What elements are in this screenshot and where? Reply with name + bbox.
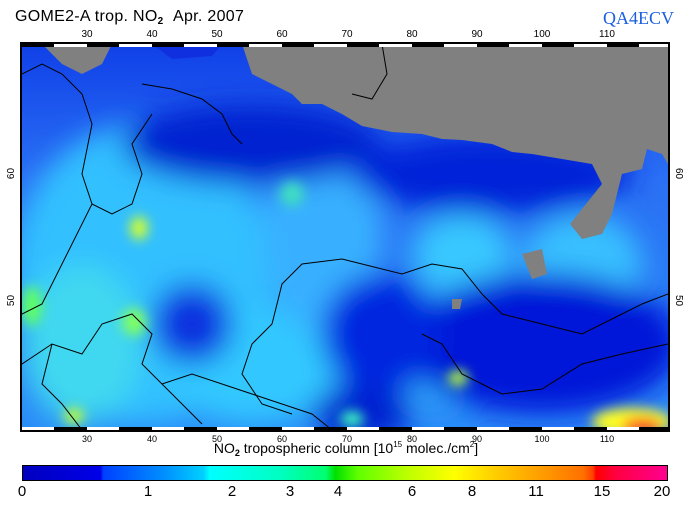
lon-tick-top-80: 80: [406, 29, 418, 40]
cb-title-end: ]: [474, 440, 479, 456]
cb-tick-1: 1: [143, 483, 153, 500]
lon-tick-bottom-60: 60: [276, 434, 288, 444]
lat-tick-right-60: 60: [673, 167, 685, 180]
cb-tick-3: 3: [285, 483, 295, 500]
brand-logo: QA4ECV: [603, 8, 674, 28]
title-date: Apr. 2007: [173, 8, 245, 25]
cb-title-mid: tropospheric column [10: [239, 440, 394, 456]
title-subscript: 2: [157, 16, 164, 27]
cb-title-no: NO: [213, 440, 235, 456]
lat-tick-right-50: 50: [673, 294, 685, 307]
lon-tick-bottom-50: 50: [211, 434, 223, 444]
colorbar: [22, 465, 668, 481]
no-data-region: [242, 44, 668, 239]
lon-tick-bottom-110: 110: [599, 434, 615, 444]
cb-title-sup: 15: [393, 440, 403, 449]
lon-tick-bottom-40: 40: [146, 434, 158, 444]
lon-tick-bottom-100: 100: [534, 434, 550, 444]
lon-tick-top-90: 90: [471, 29, 483, 40]
map-raster: [22, 44, 668, 430]
lat-tick-left-50: 50: [6, 294, 18, 307]
lon-tick-top-50: 50: [211, 29, 223, 40]
lon-tick-bottom-90: 90: [471, 434, 483, 444]
cb-tick-11: 11: [528, 483, 544, 500]
lon-tick-top-40: 40: [146, 29, 158, 40]
lon-tick-top-30: 30: [81, 29, 93, 40]
map-title: GOME2-A trop. NO2 Apr. 2007: [15, 8, 244, 27]
lon-tick-bottom-80: 80: [406, 434, 418, 444]
colorbar-title: NO2 tropospheric column [1015 molec./cm2…: [0, 440, 692, 458]
lon-tick-top-110: 110: [599, 29, 615, 40]
cb-tick-8: 8: [467, 483, 477, 500]
bottom-axis-ticks: [22, 427, 668, 430]
cb-title-unit: molec./cm: [402, 440, 470, 456]
lon-tick-bottom-70: 70: [341, 434, 353, 444]
country-borders: [22, 44, 668, 430]
lon-tick-bottom-30: 30: [81, 434, 93, 444]
cb-title-sub: 2: [234, 448, 240, 458]
cb-tick-4: 4: [333, 483, 343, 500]
no2-map: [20, 42, 670, 432]
cb-tick-6: 6: [407, 483, 417, 500]
cb-tick-20: 20: [653, 483, 671, 500]
lat-tick-left-60: 60: [6, 167, 18, 180]
cb-title-sup2: 2: [469, 440, 475, 449]
cb-tick-2: 2: [227, 483, 237, 500]
lon-tick-top-60: 60: [276, 29, 288, 40]
cb-tick-0: 0: [17, 483, 27, 500]
top-axis-ticks: [22, 44, 668, 47]
title-text: GOME2-A trop. NO: [15, 8, 158, 25]
lon-tick-top-70: 70: [341, 29, 353, 40]
lon-tick-top-100: 100: [533, 29, 551, 40]
cb-tick-15: 15: [593, 483, 611, 500]
